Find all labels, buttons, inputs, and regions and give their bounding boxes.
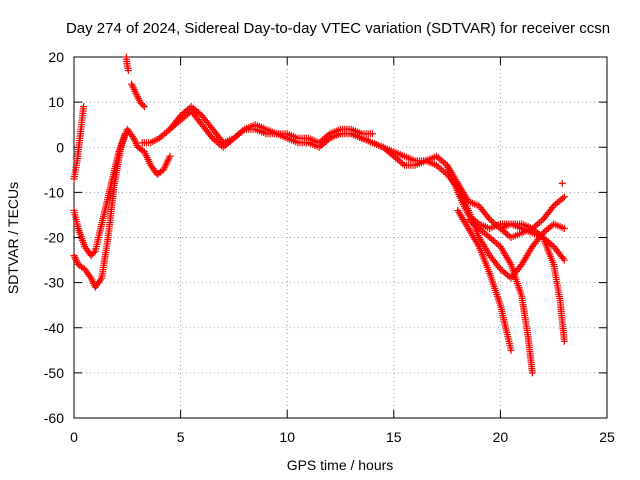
point-track-i [560, 256, 568, 264]
point-track-h [548, 204, 556, 212]
point-track-g [560, 224, 568, 232]
y-tick-label: -10 [44, 184, 64, 200]
x-tick-label: 20 [493, 429, 509, 445]
point-track-g [495, 263, 503, 271]
y-tick-label: -60 [44, 410, 64, 426]
chart-title: Day 274 of 2024, Sidereal Day-to-day VTE… [66, 20, 610, 37]
point-track-e [140, 103, 148, 111]
point-track-a [166, 152, 174, 160]
x-tick-label: 0 [70, 429, 78, 445]
point-track-b [80, 103, 88, 111]
y-tick-label: 0 [56, 139, 64, 155]
y-tick-label: -50 [44, 365, 64, 381]
x-axis-label: GPS time / hours [287, 457, 394, 473]
y-tick-label: 10 [48, 94, 64, 110]
x-tick-label: 25 [599, 429, 615, 445]
tick-labels: 0 5 10 15 20 25 -60 -50 -40 -30 -20 -10 0 10 20 [44, 49, 615, 445]
point-track-h [484, 214, 492, 222]
point-track-c [121, 130, 129, 138]
y-tick-label: -40 [44, 320, 64, 336]
point-track-g [207, 133, 215, 141]
y-tick-label: 20 [48, 49, 64, 65]
point-track-h [560, 193, 568, 201]
y-axis-label: SDTVAR / TECUs [5, 182, 21, 294]
point-track-j [507, 346, 515, 354]
point-track-d [124, 67, 132, 75]
point-outlier [558, 179, 566, 187]
point-track-k [528, 369, 536, 377]
x-tick-label: 5 [177, 429, 185, 445]
y-tick-label: -20 [44, 230, 64, 246]
x-tick-label: 10 [279, 429, 295, 445]
x-tick-label: 15 [386, 429, 402, 445]
point-track-l [560, 337, 568, 345]
point-track-c [90, 249, 98, 257]
data-points [70, 53, 568, 377]
point-track-i [559, 254, 567, 262]
y-tick-label: -30 [44, 275, 64, 291]
point-track-f [368, 130, 376, 138]
point-track-e [139, 101, 147, 109]
